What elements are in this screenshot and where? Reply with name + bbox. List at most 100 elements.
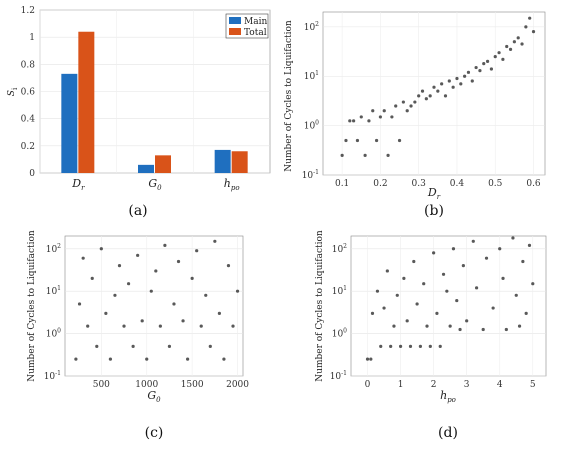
point-c [117,264,122,268]
point-d [385,269,389,273]
point-c [145,357,149,361]
point-c [108,357,113,361]
point-d [438,344,442,348]
bar-main-hpo [214,149,231,173]
point-c [163,243,167,248]
ylabel-b: Number of Cycles to Liquifaction [284,20,294,172]
xlabel-b: Dr [427,186,441,201]
plot-area-d [350,235,547,377]
point-c [77,302,82,306]
point-c [208,344,212,348]
point-b [428,94,432,98]
point-b [432,85,436,89]
point-b [367,119,371,123]
point-b [409,104,413,108]
point-c [176,259,181,264]
x-tick-label-b: 0.4 [450,179,465,189]
bar-main-g0 [138,164,154,173]
point-d [422,282,426,286]
legend-a: Main Total [225,13,269,39]
bar-total-dr [78,31,95,173]
y-tick-label-b: 102 [304,21,319,33]
point-d [517,324,522,328]
y-tick-label-c: 10-1 [44,370,61,382]
panel-a: 00.20.40.60.811.2 Dr G0 hpo Si Main Total … [7,6,271,219]
point-d [471,239,475,243]
point-b [501,57,505,61]
point-c [231,324,235,328]
point-c [126,282,131,286]
y-tick-label-c: 101 [46,285,61,297]
x-tick-label-a: Dr [71,177,85,192]
grid-c [65,236,243,377]
panel-label-a: (a) [128,203,147,219]
yticks-b: 10-1 100 101 102 [302,21,319,181]
point-c [154,269,158,273]
bar-total-g0 [155,155,171,173]
point-b [520,42,524,46]
x-tick-label-b: 0.6 [526,179,541,189]
point-b [489,67,494,71]
point-b [371,109,375,113]
y-tick-label-a: 1 [29,33,35,43]
point-c [136,253,140,257]
x-tick-label-a: G0 [148,177,162,192]
point-b [374,138,379,143]
point-b [497,51,501,55]
point-d [389,344,393,348]
point-b [508,47,513,51]
yticks-a: 0 0.2 0.4 0.6 0.8 1 1.2 [21,6,36,179]
plot-area-c [64,235,244,377]
point-d [375,289,380,293]
panel-c: 10-1 100 101 102 500 1000 1500 2000 Number of … [27,230,249,441]
points-b [340,16,536,157]
point-d [379,344,383,348]
x-tick-label-d: 4 [497,380,503,390]
y-tick-label-c: 102 [46,243,61,255]
legend-swatch-total [229,28,241,35]
point-d [481,327,485,332]
point-b [363,153,367,157]
point-c [199,324,203,328]
point-d [432,251,436,255]
point-b [466,70,471,74]
point-b [524,25,528,29]
plot-area-b [322,11,546,176]
point-c [81,256,85,260]
point-b [505,44,509,49]
y-tick-label-a: 0.2 [21,142,35,152]
point-b [394,104,398,108]
point-d [474,286,479,290]
point-b [378,115,383,119]
point-b [405,109,409,113]
point-d [435,311,439,315]
y-tick-label-b: 10-1 [302,169,319,181]
y-tick-label-d: 101 [332,285,347,297]
x-tick-label-d: 3 [464,380,470,390]
bar-total-hpo [231,151,248,173]
point-b [516,36,520,40]
legend-main: Main [244,17,267,27]
panel-label-d: (d) [438,425,458,441]
point-c [204,293,208,297]
y-tick-label-a: 0.4 [21,115,36,125]
point-c [140,319,144,323]
point-b [352,119,356,123]
y-tick-label-d: 10-1 [330,370,347,382]
point-b [531,30,536,34]
x-tick-label-d: 0 [365,380,371,390]
point-b [401,100,405,104]
point-b [386,153,390,157]
point-c [190,276,194,281]
point-c [131,344,135,348]
x-tick-label-c: 500 [93,380,110,390]
xlabel-c: G0 [147,389,161,404]
y-tick-label-a: 0.6 [21,88,36,98]
point-b [382,109,386,113]
y-tick-label-d: 102 [332,243,347,255]
points-c [74,239,240,361]
point-d [428,344,432,348]
point-d [382,306,386,310]
panel-label-c: (c) [145,425,164,441]
